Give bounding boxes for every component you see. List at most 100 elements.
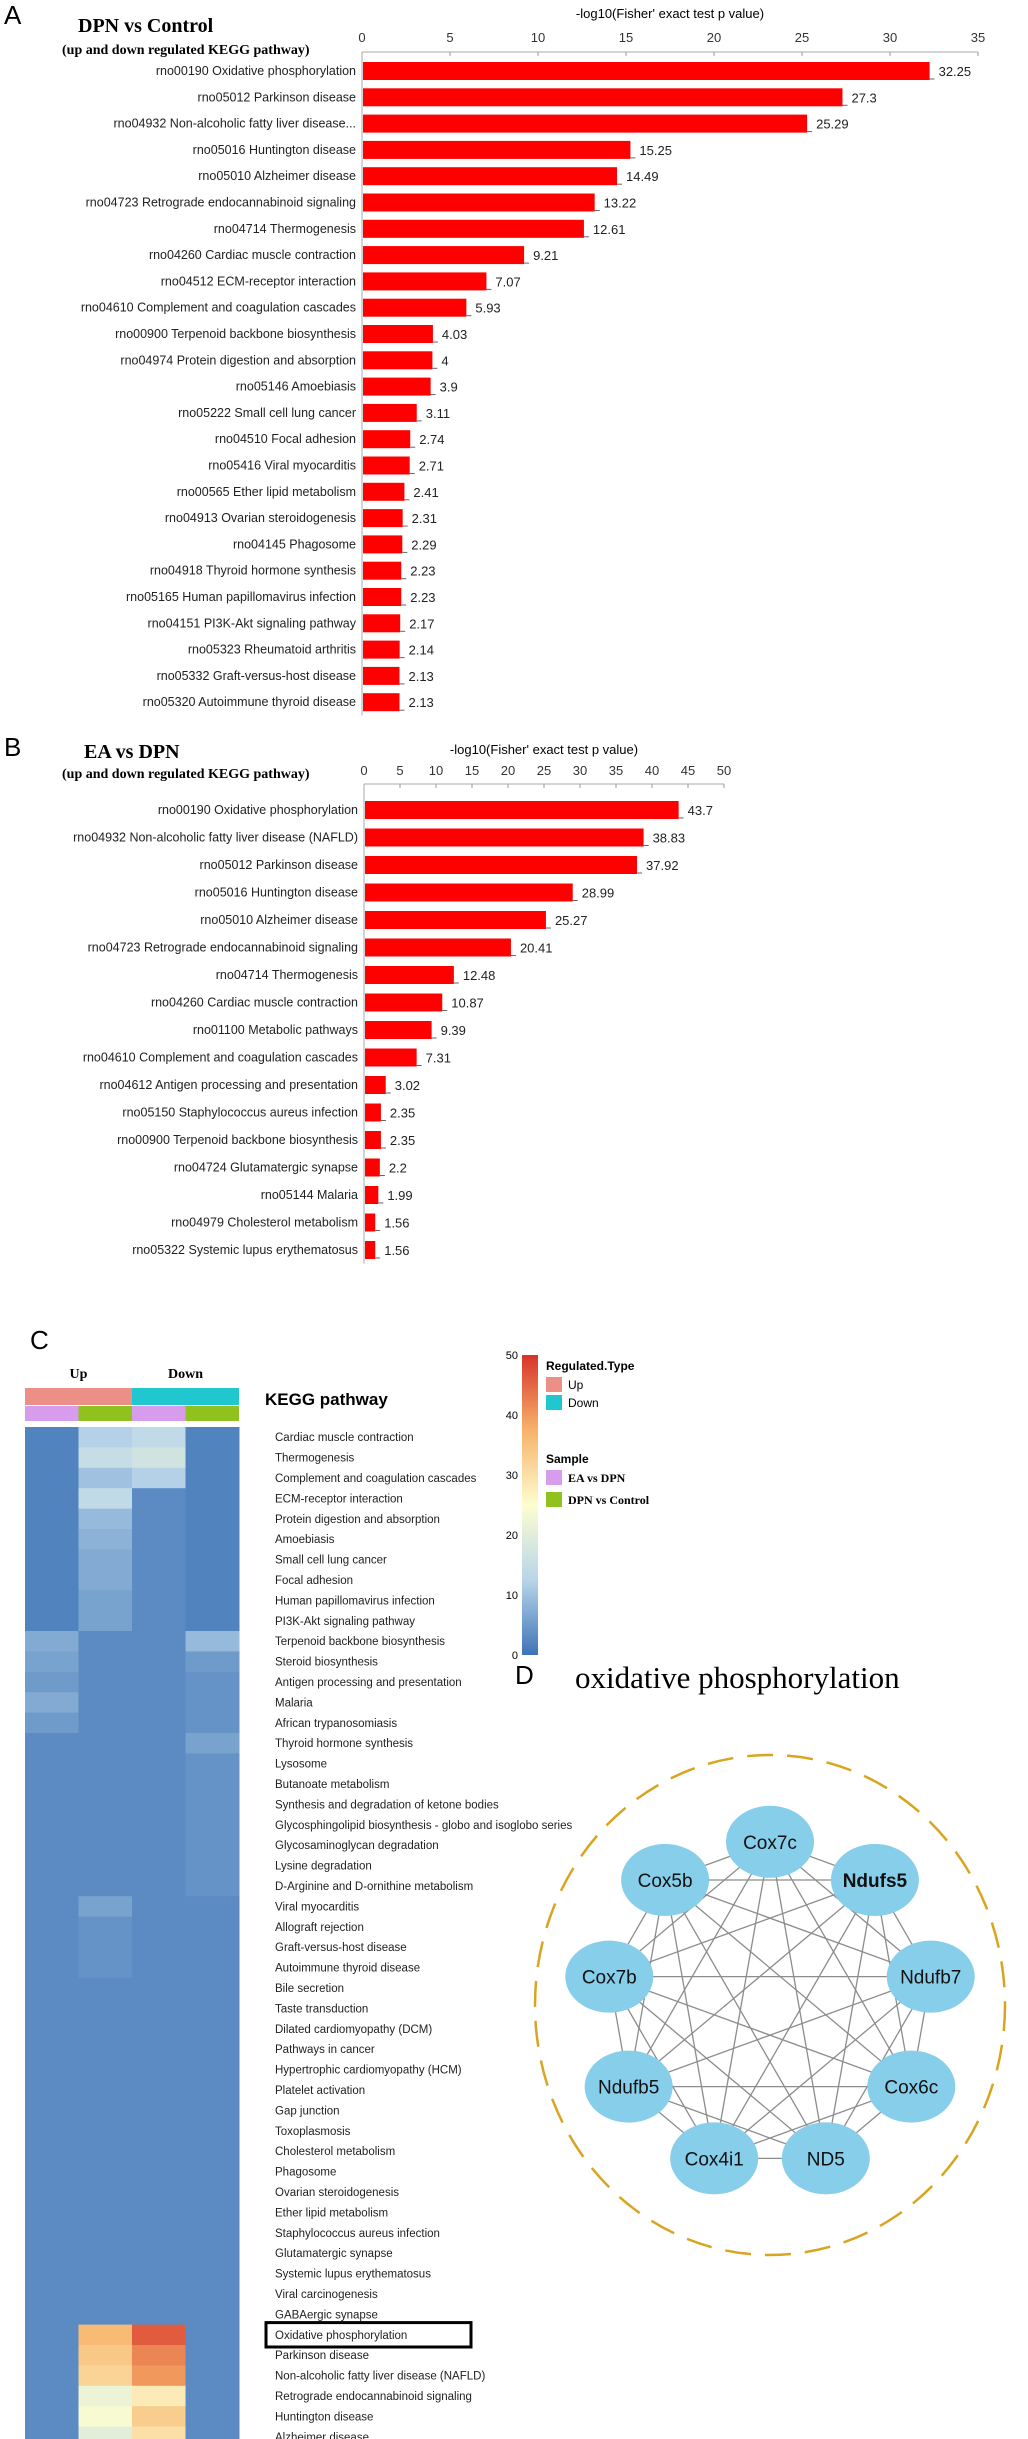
heatmap-cell: [185, 1610, 240, 1632]
bar: [363, 298, 467, 317]
heatmap-cell: [78, 1427, 133, 1448]
heatmap-cell: [78, 2304, 133, 2326]
network-title: oxidative phosphorylation: [575, 1660, 900, 1695]
network-node-label: ND5: [807, 2149, 845, 2170]
network-node-label: Cox7c: [743, 1833, 797, 1854]
bar: [363, 246, 525, 265]
heatmap-cell: [78, 1631, 133, 1652]
x-axis-label: -log10(Fisher' exact test p value): [450, 742, 638, 757]
bar: [365, 1241, 376, 1259]
colorbar-tick-label: 0: [512, 1650, 518, 1662]
bar: [365, 1076, 386, 1094]
data-label: 5.93: [475, 301, 500, 316]
bar: [365, 856, 638, 874]
heatmap-cell: [25, 1773, 79, 1795]
data-label: 7.07: [495, 274, 520, 289]
legend-title-regulated: Regulated.Type: [546, 1359, 635, 1373]
heatmap-cell: [185, 2039, 240, 2060]
bar: [363, 377, 431, 396]
heatmap-cell: [78, 2161, 133, 2183]
heatmap-cell: [25, 1998, 79, 2020]
heatmap-cell: [132, 1835, 186, 1856]
heatmap-row-label: PI3K-Akt signaling pathway: [275, 1616, 415, 1628]
heatmap-cell: [185, 1488, 240, 1510]
heatmap-cell: [185, 2385, 240, 2407]
heatmap-cell: [78, 2120, 133, 2142]
data-label: 9.21: [533, 248, 558, 263]
bar: [363, 693, 400, 712]
heatmap-cell: [25, 1794, 79, 1816]
heatmap-cell: [78, 1916, 133, 1938]
heatmap-cell: [78, 2385, 133, 2407]
heatmap-cell: [132, 1753, 186, 1775]
network-boundary: [533, 1753, 1007, 2257]
heatmap-cell: [25, 2120, 79, 2142]
data-label: 2.31: [412, 511, 437, 526]
data-label: 25.27: [555, 913, 588, 928]
network-edge: [825, 1879, 876, 2159]
heatmap-cell: [78, 2181, 133, 2203]
heatmap-cell: [78, 1692, 133, 1714]
bar: [365, 993, 443, 1012]
heatmap-cell: [185, 1529, 240, 1550]
bar: [363, 272, 487, 291]
heatmap-cell: [132, 1896, 186, 1918]
category-label: rno04974 Protein digestion and absorptio…: [120, 353, 356, 367]
heatmap-cell: [132, 2202, 186, 2224]
bar: [363, 640, 400, 659]
network-edge: [664, 1879, 827, 2159]
bar: [365, 1158, 380, 1177]
data-label: 4: [441, 353, 448, 368]
category-label: rno00565 Ether lipid metabolism: [177, 485, 356, 499]
data-label: 2.41: [413, 485, 438, 500]
heatmap-cell: [25, 1733, 79, 1754]
heatmap-cell: [25, 2018, 79, 2040]
bar-chart-ea-vs-dpn: EA vs DPN (up and down regulated KEGG pat…: [62, 741, 731, 1264]
legend-swatch: [546, 1395, 562, 1410]
heatmap-cell: [185, 1651, 240, 1673]
regulation-annotation-cell: [25, 1388, 79, 1405]
bar: [365, 1021, 432, 1039]
bar: [363, 193, 595, 212]
data-label: 7.31: [426, 1051, 451, 1066]
heatmap-cell: [78, 1508, 133, 1530]
category-label: rno00900 Terpenoid backbone biosynthesis: [117, 1133, 358, 1147]
network-node-label: Cox5b: [638, 1871, 693, 1892]
heatmap-cell: [185, 2141, 240, 2162]
heatmap-cell: [25, 2100, 79, 2122]
heatmap-cell: [132, 1855, 186, 1877]
data-label: 1.99: [387, 1188, 412, 1203]
network-node: [670, 2122, 759, 2195]
heatmap-cell: [25, 2222, 79, 2244]
bar: [363, 219, 584, 238]
heatmap-cell: [25, 2426, 79, 2439]
heatmap-cell: [25, 2283, 79, 2305]
network-node: [867, 2050, 956, 2123]
bar: [363, 666, 400, 685]
data-label: 14.49: [626, 169, 659, 184]
heatmap-cell: [132, 2385, 186, 2407]
heatmap-cell: [25, 2365, 79, 2387]
heatmap-cell: [185, 1937, 240, 1958]
network-edge: [769, 1841, 912, 2087]
heatmap-cell: [78, 2202, 133, 2224]
legend-label: Up: [568, 1378, 584, 1392]
heatmap-row-label: Glycosaminoglycan degradation: [275, 1840, 439, 1852]
heatmap-cell: [25, 1508, 79, 1530]
x-tick-label: 15: [465, 763, 479, 778]
heatmap-row-label: Complement and coagulation cascades: [275, 1473, 477, 1485]
category-label: rno04932 Non-alcoholic fatty liver disea…: [73, 831, 358, 845]
heatmap-cell: [185, 1977, 240, 1999]
bar: [363, 456, 410, 475]
network-node-label: Ndufs5: [843, 1871, 908, 1892]
heatmap-row-label: Bile secretion: [275, 1983, 344, 1995]
x-tick-label: 0: [358, 30, 365, 45]
heatmap-cell: [78, 1957, 133, 1979]
heatmap-cell: [25, 1814, 79, 1836]
heatmap-cell: [78, 1773, 133, 1795]
network-node: [886, 1940, 975, 2013]
heatmap-cell: [185, 1569, 240, 1591]
category-label: rno05010 Alzheimer disease: [200, 913, 358, 927]
heatmap-cell: [25, 1651, 79, 1673]
category-label: rno04610 Complement and coagulation casc…: [83, 1051, 358, 1065]
